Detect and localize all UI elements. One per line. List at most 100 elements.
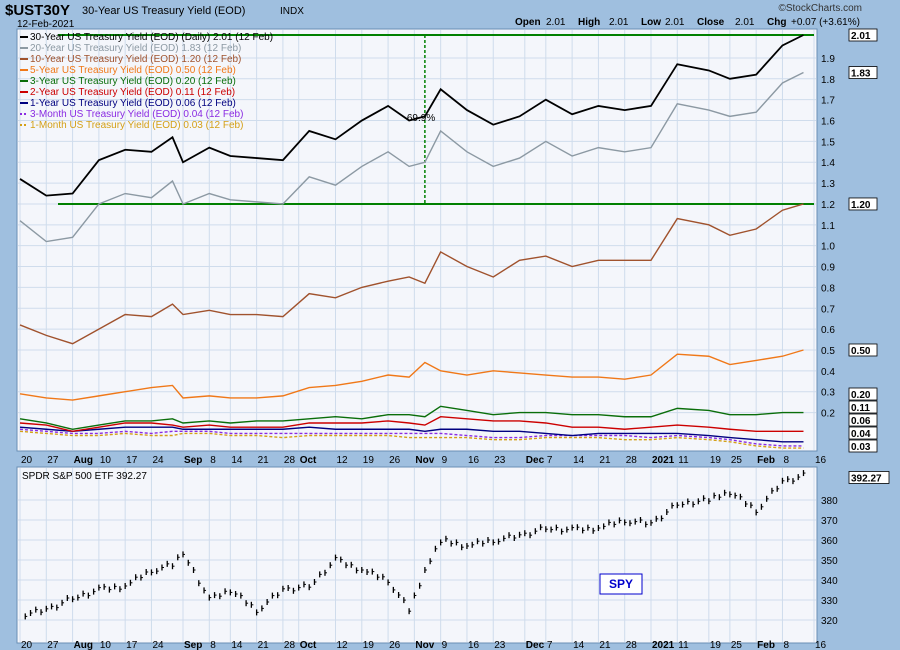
x-tick-label: 16 [815,640,827,650]
y-tick-label: 1.7 [821,96,835,107]
x-tick-label: 24 [152,455,164,466]
ohlc-value: +0.07 (+3.61%) [791,17,860,28]
symbol: $UST30Y [5,2,70,19]
series-line [19,416,804,433]
chart-date: 12-Feb-2021 [17,19,75,30]
x-tick-label: 19 [363,640,375,650]
x-tick-label: Nov [415,455,434,466]
last-value-box [848,66,878,79]
x-tick-label: 14 [573,455,585,466]
y-tick-label: 1.9 [821,54,835,65]
x-tick-label: 14 [231,640,243,650]
x-tick-label: 23 [494,455,506,466]
x-tick-label: 12 [336,640,348,650]
y-tick-label: 0.4 [821,367,835,378]
y-tick-label: 350 [821,556,838,567]
ohlc-label: High [578,17,600,28]
ohlc-value: 2.01 [546,17,566,28]
last-value-label: 0.03 [851,442,871,453]
x-tick-label: 27 [47,640,59,650]
last-value-box [848,400,878,414]
last-value-label: 0.11 [851,403,870,414]
x-tick-label: 19 [710,455,722,466]
last-value-box [848,197,878,211]
last-value-label: 0.20 [851,390,871,401]
x-tick-label: 25 [731,455,743,466]
series-line [19,71,804,243]
x-tick-label: 14 [573,640,585,650]
series-line [19,426,804,443]
last-value-box [848,28,878,42]
legend-entry: 2-Year US Treasury Yield (EOD) 0.11 (12 … [30,87,235,98]
x-tick-label: Aug [74,455,93,466]
last-value-box [848,343,878,357]
y-tick-label: 380 [821,496,838,507]
series-line [19,405,804,430]
y-tick-label: 1.5 [821,137,835,148]
x-tick-label: 26 [389,640,401,650]
x-tick-label: Nov [415,640,434,650]
ohlc-label: Close [697,17,725,28]
y-tick-label: 1.1 [821,221,835,232]
spy-badge[interactable]: SPY [599,573,643,595]
y-tick-label: 0.2 [821,409,835,420]
x-tick-label: 8 [210,640,216,650]
x-tick-label: Dec [526,640,545,650]
x-tick-label: 19 [710,640,722,650]
last-value-label: 1.20 [851,200,871,211]
ohlc-readout: Open 2.01 High 2.01 Low 2.01 Close 2.01 Chg +0.07… [515,17,860,28]
x-tick-label: 26 [389,455,401,466]
spy-badge-label: SPY [609,577,633,591]
x-tick-label: 28 [626,455,638,466]
last-value-label: 0.04 [851,429,871,440]
x-tick-label: 11 [678,455,689,466]
last-value-label: 2.01 [851,31,871,42]
x-tick-label: 16 [815,455,827,466]
y-tick-label: 340 [821,576,838,587]
last-value-label: 392.27 [851,473,882,484]
x-tick-label: 11 [678,640,689,650]
legend-entry: 20-Year US Treasury Yield (EOD) 1.83 (12… [30,43,241,54]
x-tick-label: 28 [284,640,296,650]
x-tick-label: 12 [336,455,348,466]
y-tick-label: 1.4 [821,158,835,169]
x-tick-label: 21 [599,455,611,466]
last-value-label: 0.06 [851,416,871,427]
y-tick-label: 1.6 [821,117,835,128]
y-tick-label: 1.8 [821,75,835,86]
x-tick-label: 7 [547,455,553,466]
y-tick-label: 0.9 [821,263,835,274]
x-tick-label: 20 [21,640,33,650]
x-tick-label: 21 [258,640,270,650]
y-tick-label: 370 [821,516,838,527]
x-tick-label: Oct [300,640,317,650]
exchange: INDX [280,6,304,17]
legend-entry: 1-Month US Treasury Yield (EOD) 0.03 (12… [30,120,243,131]
spy-legend: SPDR S&P 500 ETF 392.27 [22,471,147,482]
x-tick-label: 20 [21,455,33,466]
x-tick-label: 7 [547,640,553,650]
x-tick-label: 8 [783,455,789,466]
ohlc-value: 2.01 [609,17,629,28]
x-tick-label: Oct [300,455,317,466]
legend-entry: 1-Year US Treasury Yield (EOD) 0.06 (12 … [30,98,236,109]
x-tick-label: 28 [284,455,296,466]
y-tick-label: 1.0 [821,242,835,253]
x-tick-label: 23 [494,640,506,650]
x-tick-label: 21 [258,455,270,466]
last-value-box [848,439,878,453]
x-tick-label: 17 [126,640,138,650]
x-tick-label: 19 [363,455,375,466]
y-tick-label: 0.3 [821,388,835,399]
x-tick-label: 8 [210,455,216,466]
x-tick-label: 16 [468,455,480,466]
last-value-box [848,471,890,484]
x-tick-label: Sep [184,455,202,466]
symbol-name: 30-Year US Treasury Yield (EOD) [82,5,245,17]
x-tick-label: Sep [184,640,202,650]
x-tick-label: 16 [468,640,480,650]
last-value-label: 0.50 [851,346,871,357]
x-tick-label: 9 [442,455,448,466]
series-line [19,34,804,197]
